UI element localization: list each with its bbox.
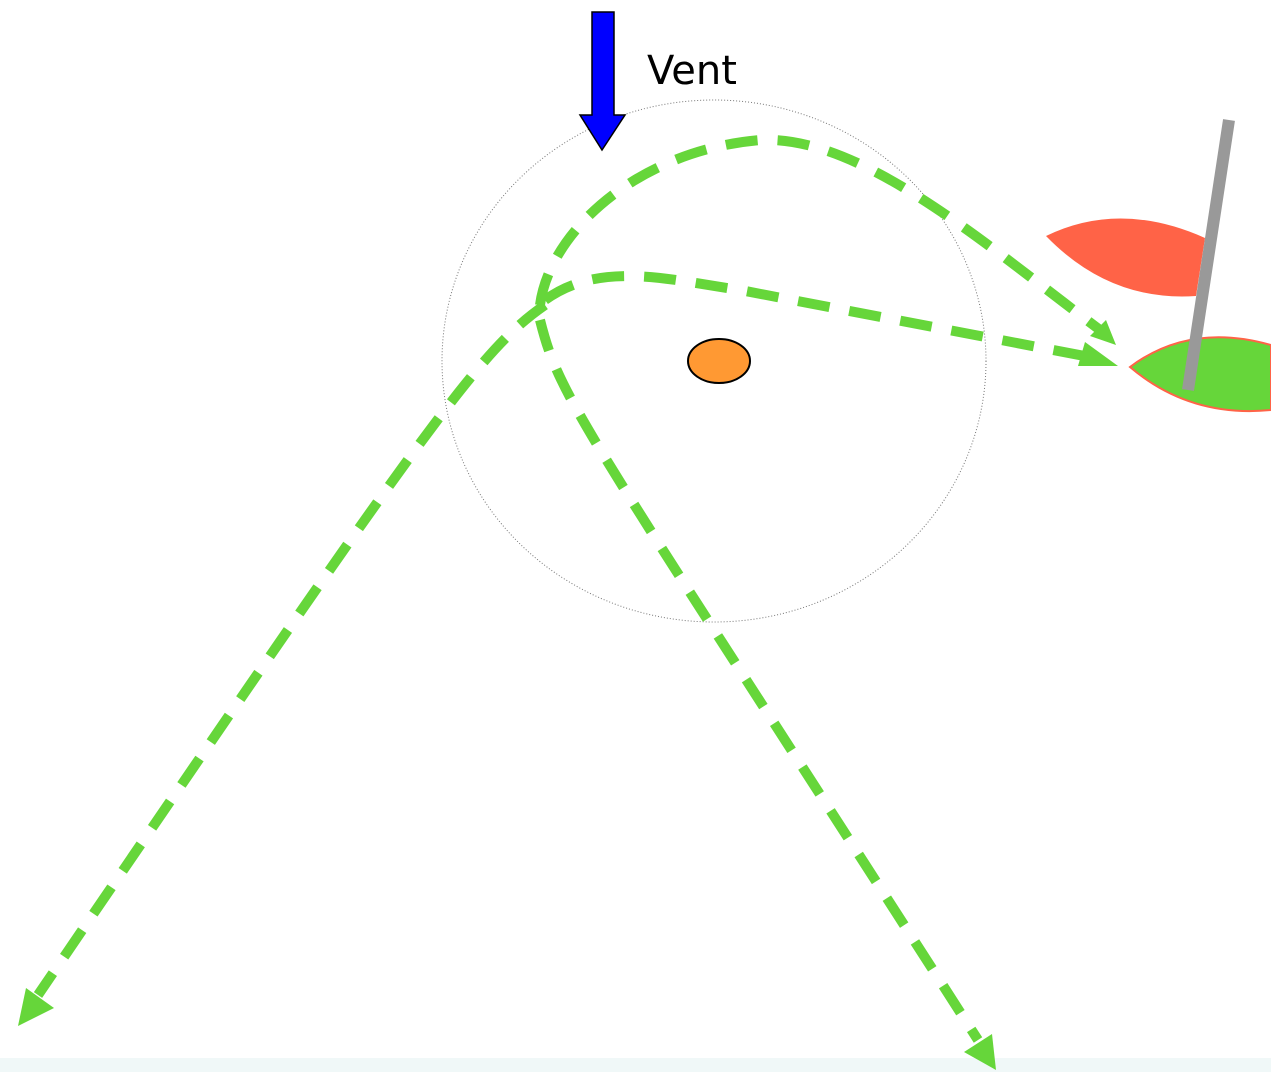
wind-arrow <box>580 12 625 150</box>
wind-label: Vent <box>647 48 737 94</box>
page: Vent (() => { const data = JSON.parse(do… <box>0 0 1271 1072</box>
trajectory <box>38 305 545 995</box>
red-sail <box>1046 218 1205 296</box>
arrowhead <box>1078 342 1118 366</box>
green-sail <box>1130 337 1271 411</box>
arrowhead <box>18 988 54 1026</box>
trajectory <box>545 276 1095 358</box>
bottom-strip <box>0 1058 1271 1072</box>
diagram: Vent <box>0 0 1271 1072</box>
buoy <box>688 339 750 383</box>
trajectory <box>540 320 978 1040</box>
